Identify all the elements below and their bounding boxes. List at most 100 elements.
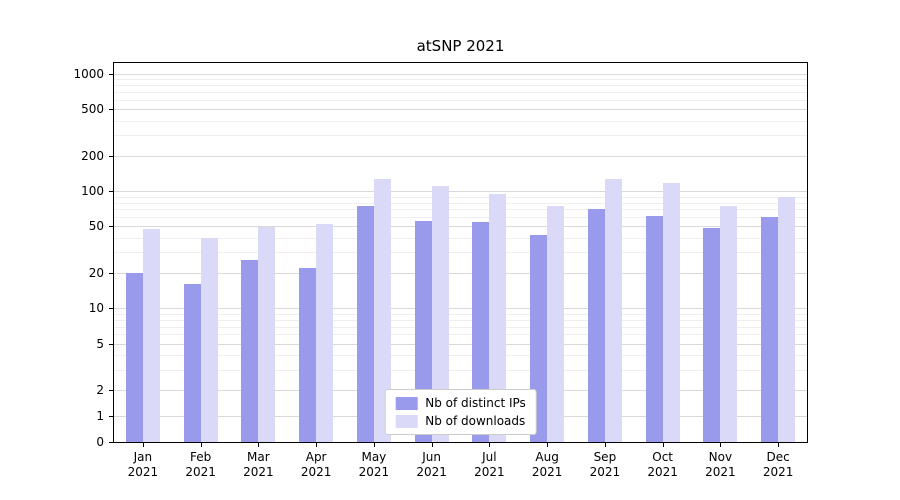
y-tick-mark — [109, 416, 113, 418]
x-tick-mark — [142, 443, 144, 447]
x-tick-mark — [373, 443, 375, 447]
x-tick-month: Jun — [422, 450, 441, 464]
legend: Nb of distinct IPs Nb of downloads — [384, 389, 537, 435]
x-tick-mark — [662, 443, 664, 447]
minor-gridline — [114, 196, 807, 198]
x-tick-year: 2021 — [647, 465, 678, 479]
y-tick-label: 1 — [96, 409, 104, 424]
minor-gridline — [114, 369, 807, 371]
minor-gridline — [114, 79, 807, 81]
bar — [431, 186, 449, 442]
x-tick-year: 2021 — [300, 465, 332, 479]
x-tick-mark — [258, 443, 260, 447]
minor-gridline — [114, 319, 807, 321]
y-tick-mark — [109, 442, 113, 443]
y-tick-label: 5 — [96, 336, 104, 351]
x-tick-mark — [604, 443, 606, 447]
major-gridline — [114, 191, 807, 193]
x-tick-label: May 2021 — [342, 450, 406, 480]
x-tick-month: Dec — [766, 450, 790, 464]
y-tick-mark — [109, 273, 113, 275]
legend-entry: Nb of downloads — [395, 414, 526, 428]
minor-gridline — [114, 355, 807, 356]
x-tick-month: Oct — [652, 450, 673, 464]
x-tick-mark — [547, 443, 549, 447]
x-tick-month: Sep — [593, 450, 617, 464]
x-tick-mark — [431, 443, 433, 447]
legend-label: Nb of downloads — [425, 414, 526, 428]
minor-gridline — [114, 135, 807, 137]
x-tick-year: 2021 — [358, 465, 390, 479]
bar — [604, 179, 622, 442]
legend-label: Nb of distinct IPs — [425, 396, 526, 410]
bar — [258, 226, 276, 442]
bar — [587, 209, 605, 442]
major-gridline — [114, 308, 807, 310]
x-tick-year: 2021 — [589, 465, 621, 479]
major-gridline — [114, 273, 807, 275]
y-tick-mark — [109, 343, 113, 345]
bar — [183, 284, 201, 442]
y-tick-label: 100 — [81, 184, 104, 199]
x-tick-label: Nov 2021 — [688, 450, 752, 480]
minor-gridline — [114, 120, 807, 122]
y-tick-mark — [109, 226, 113, 228]
x-tick-month: Nov — [708, 450, 733, 464]
plot-area: Nb of distinct IPs Nb of downloads — [113, 62, 808, 443]
y-tick-label: 20 — [88, 266, 104, 281]
y-tick-mark — [109, 390, 113, 392]
major-gridline — [114, 74, 807, 76]
x-tick-label: Jan 2021 — [111, 450, 175, 480]
x-tick-label: Aug 2021 — [515, 450, 579, 480]
x-tick-month: Aug — [535, 450, 559, 464]
y-tick-mark — [109, 191, 113, 193]
y-tick-label: 10 — [88, 301, 104, 316]
bar — [778, 196, 796, 442]
major-gridline — [114, 109, 807, 111]
bar — [142, 228, 160, 442]
bar — [662, 182, 680, 442]
bar — [720, 205, 738, 442]
major-gridline — [114, 226, 807, 228]
minor-gridline — [114, 313, 807, 315]
y-tick-mark — [109, 155, 113, 157]
minor-gridline — [114, 92, 807, 94]
bar — [761, 217, 779, 442]
legend-entry: Nb of distinct IPs — [395, 396, 526, 410]
bar — [356, 205, 374, 442]
x-tick-month: Apr — [305, 450, 327, 464]
minor-gridline — [114, 202, 807, 204]
x-tick-mark — [778, 443, 780, 447]
y-tick-label: 200 — [81, 148, 104, 163]
legend-swatch — [395, 396, 418, 410]
x-tick-year: 2021 — [474, 465, 505, 479]
x-tick-month: May — [361, 450, 387, 464]
bar — [200, 237, 218, 442]
y-tick-label: 50 — [88, 219, 104, 234]
minor-gridline — [114, 326, 807, 328]
minor-gridline — [114, 237, 807, 239]
x-tick-year: 2021 — [762, 465, 794, 479]
y-tick-label: 0 — [96, 435, 104, 449]
x-tick-mark — [720, 443, 722, 447]
x-tick-month: Jul — [482, 450, 497, 464]
bar — [414, 220, 432, 442]
minor-gridline — [114, 85, 807, 87]
y-tick-mark — [109, 109, 113, 111]
bar — [373, 178, 391, 442]
x-tick-label: Jun 2021 — [400, 450, 464, 480]
bar — [645, 215, 663, 442]
bar — [241, 259, 259, 442]
minor-gridline — [114, 217, 807, 219]
bar — [703, 227, 721, 442]
x-tick-mark — [316, 443, 318, 447]
x-tick-year: 2021 — [127, 465, 159, 479]
y-tick-label: 1000 — [73, 67, 104, 82]
minor-gridline — [114, 252, 807, 254]
x-tick-label: Sep 2021 — [573, 450, 637, 480]
x-tick-mark — [489, 443, 491, 447]
x-tick-year: 2021 — [416, 465, 447, 479]
